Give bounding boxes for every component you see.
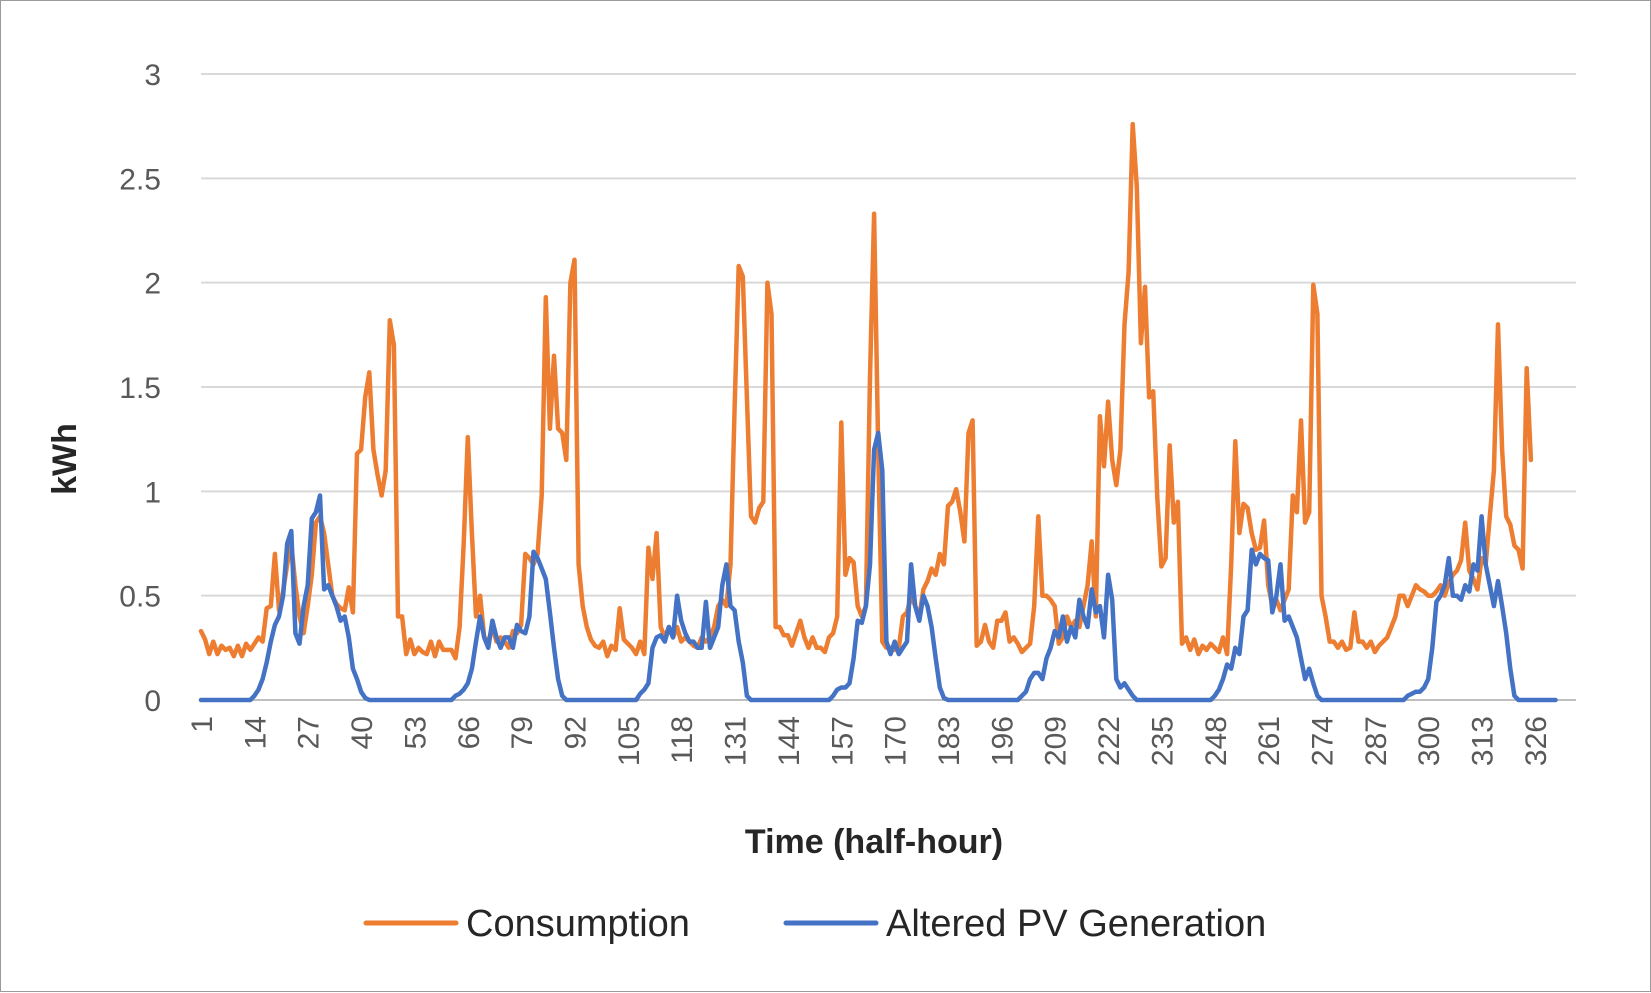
x-tick-label: 53 (399, 716, 432, 749)
x-tick-label: 326 (1520, 716, 1553, 766)
x-tick-label: 300 (1413, 716, 1446, 766)
x-tick-label: 170 (880, 716, 913, 766)
x-tick-label: 196 (986, 716, 1019, 766)
x-tick-labels: 1 14 27 40 53 66 79 92 105 118 131 144 157 170 183 196 2… (186, 716, 1553, 766)
legend-label: Altered PV Generation (886, 903, 1266, 945)
x-tick-label: 105 (613, 716, 646, 766)
x-tick-label: 183 (933, 716, 966, 766)
gridlines (201, 73, 1576, 701)
x-tick-label: 79 (506, 716, 539, 749)
y-tick-label: 1.5 (119, 372, 161, 405)
x-tick-label: 287 (1360, 716, 1393, 766)
legend-label: Consumption (466, 903, 690, 945)
y-tick-label: 1 (144, 476, 161, 509)
series-lines (198, 121, 1558, 703)
x-tick-label: 14 (239, 716, 272, 749)
x-tick-label: 27 (293, 716, 326, 749)
x-tick-label: 131 (720, 716, 753, 766)
y-tick-labels: 0 0.5 1 1.5 2 2.5 3 (119, 59, 161, 718)
x-tick-label: 261 (1253, 716, 1286, 766)
x-axis-title: Time (half-hour) (745, 823, 1003, 861)
x-tick-label: 222 (1093, 716, 1126, 766)
x-tick-label: 118 (666, 716, 699, 764)
x-tick-label: 92 (560, 716, 593, 749)
legend: Consumption Altered PV Generation (363, 903, 1266, 945)
y-tick-label: 0.5 (119, 581, 161, 614)
y-tick-label: 3 (144, 59, 161, 92)
x-tick-label: 313 (1467, 716, 1500, 766)
x-tick-label: 40 (346, 716, 379, 749)
x-tick-label: 248 (1200, 716, 1233, 766)
y-tick-label: 2.5 (119, 163, 161, 196)
x-tick-label: 209 (1040, 716, 1073, 766)
x-tick-label: 274 (1307, 716, 1340, 766)
x-tick-label: 144 (773, 716, 806, 766)
x-tick-label: 1 (186, 716, 219, 733)
y-tick-label: 0 (144, 685, 161, 718)
y-tick-label: 2 (144, 268, 161, 301)
x-tick-label: 66 (453, 716, 486, 749)
x-tick-label: 235 (1146, 716, 1179, 766)
y-axis-title: kWh (46, 423, 84, 495)
series-line-consumption (198, 121, 1534, 661)
x-tick-label: 157 (826, 716, 859, 766)
series-line-altered-pv-generation (198, 430, 1558, 703)
